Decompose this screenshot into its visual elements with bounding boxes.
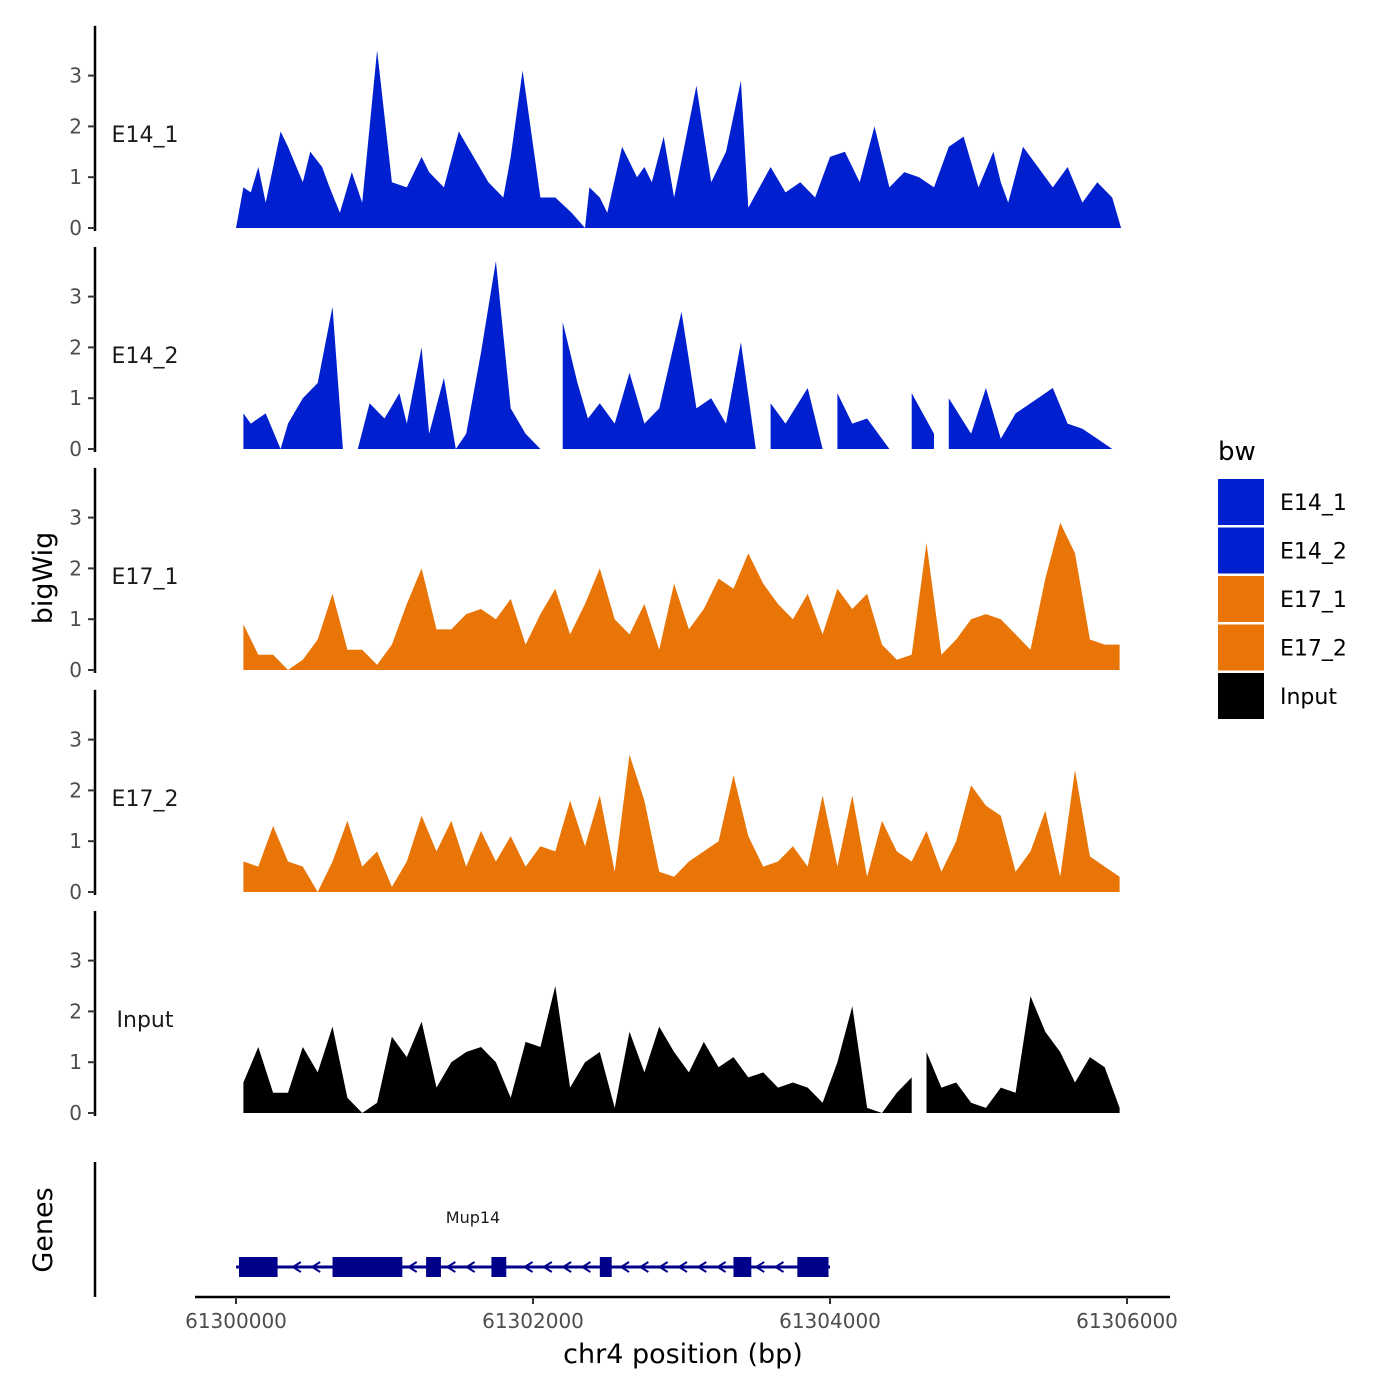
legend-item-e17-2: E17_2 bbox=[1218, 624, 1347, 671]
track-label: E14_1 bbox=[112, 123, 179, 148]
legend-label: E17_2 bbox=[1280, 637, 1347, 662]
gene-name-label: Mup14 bbox=[446, 1208, 500, 1227]
y-tick-label: 1 bbox=[69, 1050, 82, 1074]
y-tick-label: 3 bbox=[69, 728, 82, 752]
y-tick-label: 0 bbox=[69, 216, 82, 240]
strand-arrow bbox=[754, 1261, 765, 1273]
strand-arrow bbox=[638, 1261, 649, 1273]
gene-exon bbox=[426, 1257, 441, 1277]
signal-area bbox=[243, 261, 1113, 449]
signal-area bbox=[236, 50, 1122, 229]
legend-swatch bbox=[1218, 576, 1264, 622]
strand-arrow bbox=[464, 1261, 476, 1273]
strand-arrow bbox=[696, 1261, 707, 1273]
gene-exon bbox=[599, 1257, 612, 1277]
y-tick-label: 3 bbox=[69, 949, 82, 973]
signal-area bbox=[243, 522, 1120, 670]
legend-swatch bbox=[1218, 527, 1264, 574]
y-tick-label: 2 bbox=[69, 778, 82, 802]
gene-exon bbox=[733, 1257, 752, 1277]
track-label: Input bbox=[117, 1008, 174, 1033]
gene-exon bbox=[238, 1257, 278, 1277]
track-label: E17_2 bbox=[112, 787, 179, 812]
y-tick-label: 1 bbox=[69, 386, 82, 410]
legend-label: E14_1 bbox=[1280, 491, 1347, 516]
x-tick-label: 61304000 bbox=[779, 1309, 881, 1333]
y-tick-label: 2 bbox=[69, 114, 82, 138]
y-tick-label: 3 bbox=[69, 64, 82, 88]
x-tick-label: 61300000 bbox=[185, 1309, 287, 1333]
track-e14-1: 0 1 2 3 E14_1 bbox=[69, 25, 1122, 240]
y-tick-label: 1 bbox=[69, 607, 82, 631]
strand-arrow bbox=[715, 1261, 727, 1273]
signal-area bbox=[243, 754, 1120, 892]
y-tick-label: 1 bbox=[69, 829, 82, 853]
y-axis-title: bigWig bbox=[28, 532, 59, 625]
legend-swatch bbox=[1218, 624, 1264, 671]
strand-arrow bbox=[657, 1261, 669, 1273]
track-e17-1: 0 1 2 3 E17_1 bbox=[69, 467, 1120, 682]
gene-layer: Mup14 bbox=[236, 1208, 830, 1277]
legend-item-e14-1: E14_1 bbox=[1218, 479, 1347, 525]
legend-title: bw bbox=[1218, 437, 1256, 467]
track-label: E14_2 bbox=[112, 344, 179, 369]
strand-arrow bbox=[290, 1261, 302, 1273]
legend-layer: E14_1 E14_2 E17_1 E17_2 Input bbox=[1218, 479, 1347, 719]
legend-item-e17-1: E17_1 bbox=[1218, 576, 1347, 622]
y-tick-label: 0 bbox=[69, 1101, 82, 1125]
y-tick-label: 2 bbox=[69, 556, 82, 580]
strand-arrow bbox=[580, 1261, 591, 1273]
track-input: 0 1 2 3 Input bbox=[69, 910, 1120, 1125]
y-tick-label: 2 bbox=[69, 335, 82, 359]
strand-arrow bbox=[522, 1261, 534, 1273]
strand-arrow bbox=[445, 1261, 456, 1273]
y-tick-label: 3 bbox=[69, 506, 82, 530]
legend-item-e14-2: E14_2 bbox=[1218, 527, 1347, 574]
track-e17-2: 0 1 2 3 E17_2 bbox=[69, 689, 1120, 904]
axis-layer: 61300000 61302000 61304000 61306000 bbox=[93, 1162, 1178, 1333]
legend-swatch bbox=[1218, 673, 1264, 719]
strand-arrow bbox=[541, 1261, 553, 1273]
legend-label: E14_2 bbox=[1280, 540, 1347, 565]
strand-arrow bbox=[619, 1261, 630, 1273]
genes-axis-title: Genes bbox=[28, 1187, 59, 1272]
strand-arrow bbox=[310, 1261, 321, 1273]
x-tick-label: 61302000 bbox=[482, 1309, 584, 1333]
legend-label: Input bbox=[1280, 685, 1337, 710]
tracks-layer: 0 1 2 3 E14_1 0 1 2 3 E14_2 0 1 2 3 E17_1 0 1 2 3 E17_2 0 1 2 3… bbox=[69, 25, 1122, 1125]
track-e14-2: 0 1 2 3 E14_2 bbox=[69, 246, 1113, 461]
y-tick-label: 0 bbox=[69, 437, 82, 461]
strand-arrow bbox=[561, 1261, 572, 1273]
y-tick-label: 1 bbox=[69, 165, 82, 189]
legend-swatch bbox=[1218, 479, 1264, 525]
strand-arrow bbox=[677, 1261, 688, 1273]
strand-arrow bbox=[406, 1261, 418, 1273]
signal-area bbox=[243, 986, 1120, 1113]
y-tick-label: 3 bbox=[69, 285, 82, 309]
gene-exon bbox=[332, 1257, 403, 1277]
gene-model: Mup14 bbox=[236, 1208, 830, 1277]
legend-item-input: Input bbox=[1218, 673, 1337, 719]
x-tick-label: 61306000 bbox=[1076, 1309, 1178, 1333]
y-tick-label: 0 bbox=[69, 880, 82, 904]
track-label: E17_1 bbox=[112, 565, 179, 590]
strand-arrow bbox=[773, 1261, 785, 1273]
legend-label: E17_1 bbox=[1280, 588, 1347, 613]
y-tick-label: 0 bbox=[69, 658, 82, 682]
y-tick-label: 2 bbox=[69, 999, 82, 1023]
gene-exon bbox=[797, 1257, 829, 1277]
gene-exon bbox=[491, 1257, 507, 1277]
x-axis-title: chr4 position (bp) bbox=[563, 1339, 803, 1370]
